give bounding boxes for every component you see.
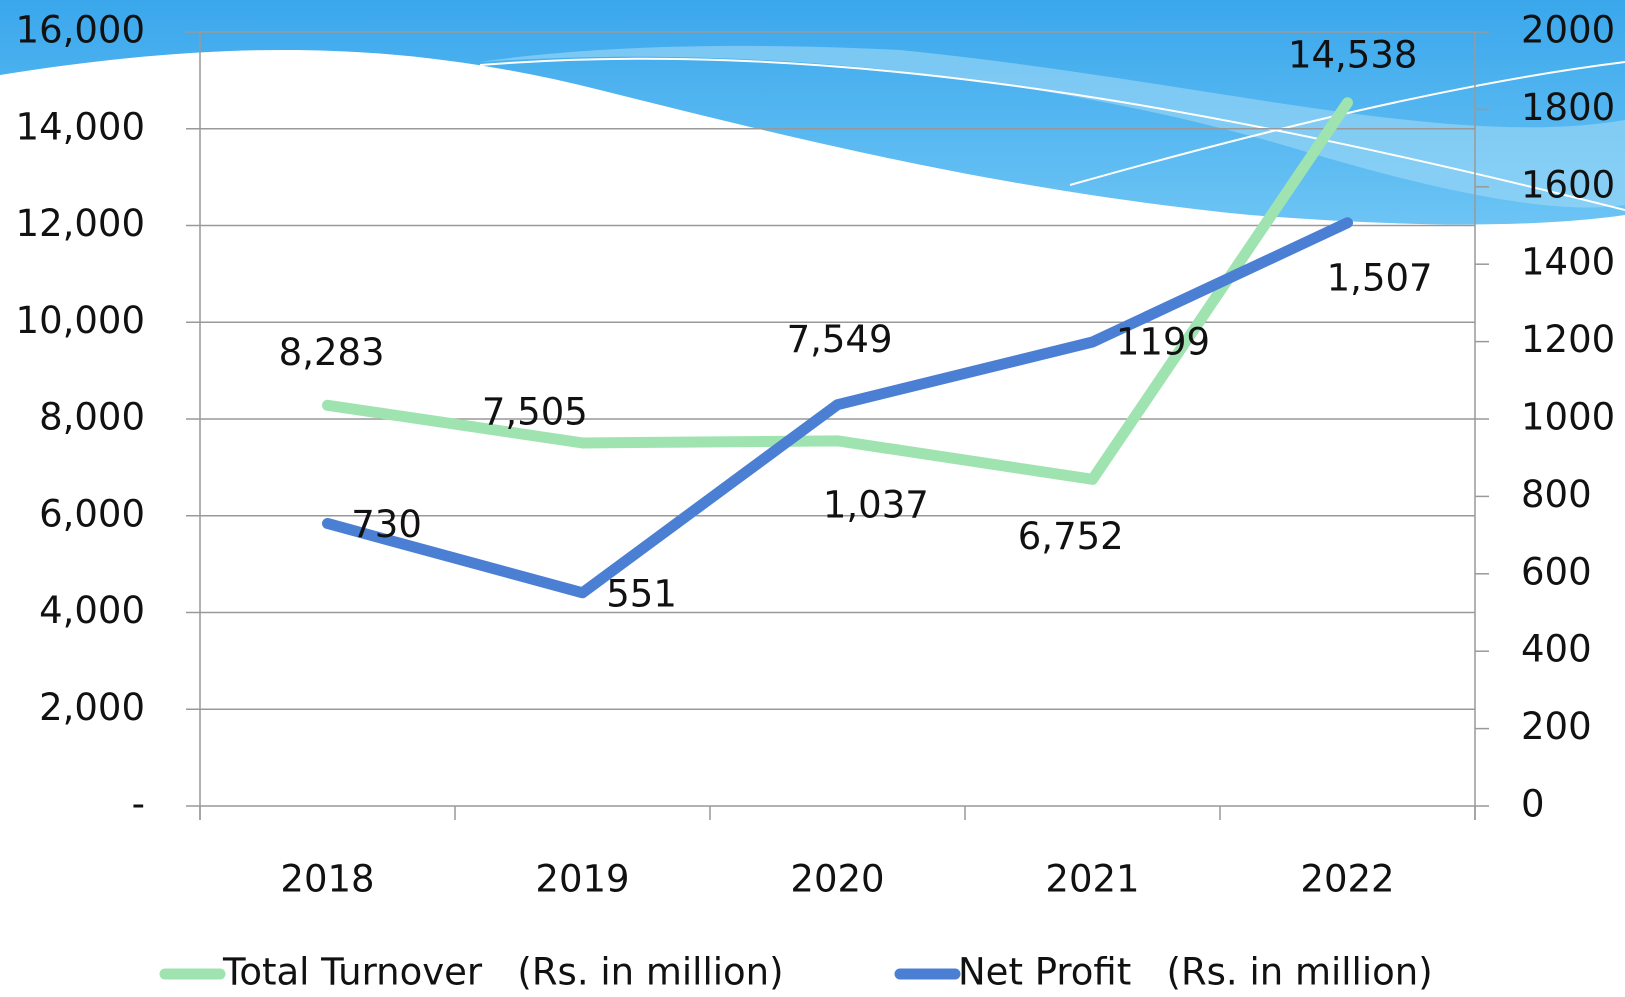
- data-label: 1199: [1116, 321, 1210, 364]
- y2-tick-label: 0: [1521, 783, 1545, 826]
- y-tick-label: 10,000: [16, 299, 145, 342]
- data-label: 1,037: [823, 484, 929, 527]
- x-tick-label: 2019: [535, 858, 629, 901]
- y-tick-label: 8,000: [39, 396, 145, 439]
- y2-tick-label: 1800: [1521, 86, 1615, 129]
- y2-tick-label: 1200: [1521, 318, 1615, 361]
- background-wave: [0, 0, 1625, 225]
- x-tick-label: 2020: [790, 858, 884, 901]
- x-tick-label: 2018: [280, 858, 374, 901]
- legend-label: Net Profit (Rs. in million): [958, 951, 1433, 994]
- y-tick-label: 14,000: [16, 105, 145, 148]
- y-tick-label: 4,000: [39, 589, 145, 632]
- x-tick-label: 2021: [1045, 858, 1139, 901]
- y2-tick-label: 1000: [1521, 396, 1615, 439]
- x-tick-label: 2022: [1300, 858, 1394, 901]
- legend-label: Total Turnover (Rs. in million): [222, 951, 784, 994]
- y2-tick-label: 400: [1521, 628, 1592, 671]
- data-label: 7,549: [787, 318, 893, 361]
- y-tick-label: 16,000: [16, 9, 145, 52]
- y-tick-label: 6,000: [39, 492, 145, 535]
- y2-tick-label: 2000: [1521, 9, 1615, 52]
- y-tick-label: -: [132, 783, 145, 826]
- series-line: [322, 97, 1353, 485]
- data-label: 730: [351, 503, 422, 546]
- y-tick-label: 12,000: [16, 202, 145, 245]
- y2-tick-label: 1600: [1521, 163, 1615, 206]
- y2-tick-label: 200: [1521, 705, 1592, 748]
- data-label: 7,505: [482, 390, 588, 433]
- data-label: 6,752: [1018, 515, 1124, 558]
- y2-tick-label: 800: [1521, 473, 1592, 516]
- y2-tick-label: 1400: [1521, 241, 1615, 284]
- y2-tick-label: 600: [1521, 550, 1592, 593]
- series-line: [322, 217, 1353, 599]
- y-tick-label: 2,000: [39, 686, 145, 729]
- data-label: 14,538: [1288, 34, 1417, 77]
- data-label: 8,283: [279, 331, 385, 374]
- data-label: 551: [606, 572, 677, 615]
- data-label: 1,507: [1327, 256, 1433, 299]
